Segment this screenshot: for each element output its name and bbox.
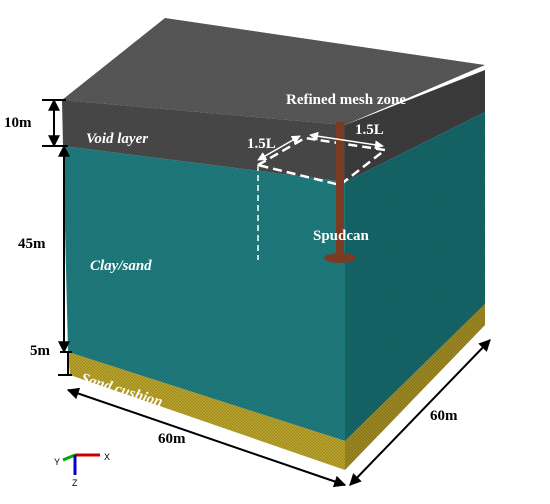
spudcan-label: Spudcan — [313, 228, 370, 244]
axis-label: Z — [72, 478, 78, 488]
spudcan-leg — [336, 122, 344, 257]
mesh-texture — [62, 18, 485, 125]
width-label: 1.5L — [247, 136, 276, 152]
dimension-arrow — [309, 131, 384, 150]
layer-label: Void layer — [86, 131, 148, 147]
spudcan — [324, 253, 356, 263]
mesh-texture — [62, 100, 345, 470]
layer-label: Clay/sand — [90, 258, 152, 274]
dim-line — [349, 339, 491, 486]
axis-y — [62, 453, 76, 462]
refined-zone-label: Refined mesh zone — [286, 92, 406, 108]
axis-label: X — [104, 452, 110, 462]
axis-label: Y — [54, 457, 60, 467]
width-label: 1.5L — [355, 122, 384, 138]
dim-label: 10m — [4, 115, 32, 131]
dim-line — [66, 387, 347, 488]
dim-label: 5m — [30, 343, 51, 359]
dim-label: 60m — [158, 431, 186, 447]
dim-label: 60m — [430, 408, 458, 424]
dimension-arrow — [257, 135, 301, 161]
dim-label: 45m — [18, 236, 46, 252]
